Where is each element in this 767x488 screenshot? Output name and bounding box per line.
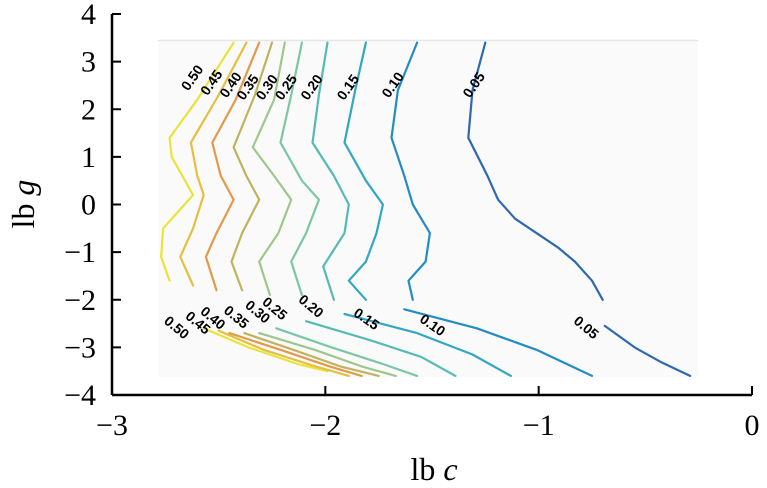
contour-line-0.20-16 xyxy=(305,320,457,377)
contour-line-0.40-12 xyxy=(228,332,363,377)
x-tick-label: 0 xyxy=(745,409,760,442)
contour-line-0.25-5 xyxy=(279,41,320,297)
contour-line-0.25-15 xyxy=(275,327,419,377)
contour-line-0.40-2 xyxy=(204,41,261,292)
y-tick-label: 4 xyxy=(81,0,96,31)
contour-labels: 0.500.450.400.350.300.250.20 0.15 0.10 0.05… xyxy=(161,62,602,343)
x-tick-label: −2 xyxy=(309,409,341,442)
contour-line-0.30-4 xyxy=(251,41,293,297)
contour-line-0.35-3 xyxy=(230,41,274,292)
contour-line-0.15-7 xyxy=(343,41,384,301)
contour-lines xyxy=(160,41,692,377)
contour-line-0.50-0 xyxy=(160,41,235,282)
contour-line-0.45-1 xyxy=(179,41,248,287)
contour-line-0.15-17 xyxy=(343,312,512,377)
contour-line-0.20-6 xyxy=(311,41,350,301)
y-tick-label: 0 xyxy=(81,189,96,222)
x-tick-label: −3 xyxy=(96,409,128,442)
y-tick-label: 1 xyxy=(81,141,96,174)
x-tick-label: −1 xyxy=(523,409,555,442)
x-ticks: −3 −2 −1 0 xyxy=(96,386,760,442)
y-tick-label: 3 xyxy=(81,46,96,79)
y-tick-label: −3 xyxy=(64,331,96,364)
x-axis-title: lb c xyxy=(410,451,457,487)
contour-line-0.35-13 xyxy=(243,332,380,377)
y-tick-label: −1 xyxy=(64,236,96,269)
plot-background xyxy=(158,40,698,377)
y-tick-label: −2 xyxy=(64,284,96,317)
contour-line-0.05-9 xyxy=(467,41,604,301)
y-ticks: 4 3 2 1 0 −1 −2 −3 −4 xyxy=(64,0,121,412)
contour-line-0.30-14 xyxy=(258,332,397,377)
y-tick-label: 2 xyxy=(81,93,96,126)
contour-line-0.05-19 xyxy=(603,324,692,377)
contour-line-0.10-8 xyxy=(390,41,431,301)
contour-line-0.45-11 xyxy=(217,329,350,377)
y-tick-label: −4 xyxy=(64,379,96,412)
contour-line-0.50-10 xyxy=(202,327,329,373)
y-axis-title: lb g xyxy=(5,180,41,229)
contour-line-0.10-18 xyxy=(403,308,594,377)
